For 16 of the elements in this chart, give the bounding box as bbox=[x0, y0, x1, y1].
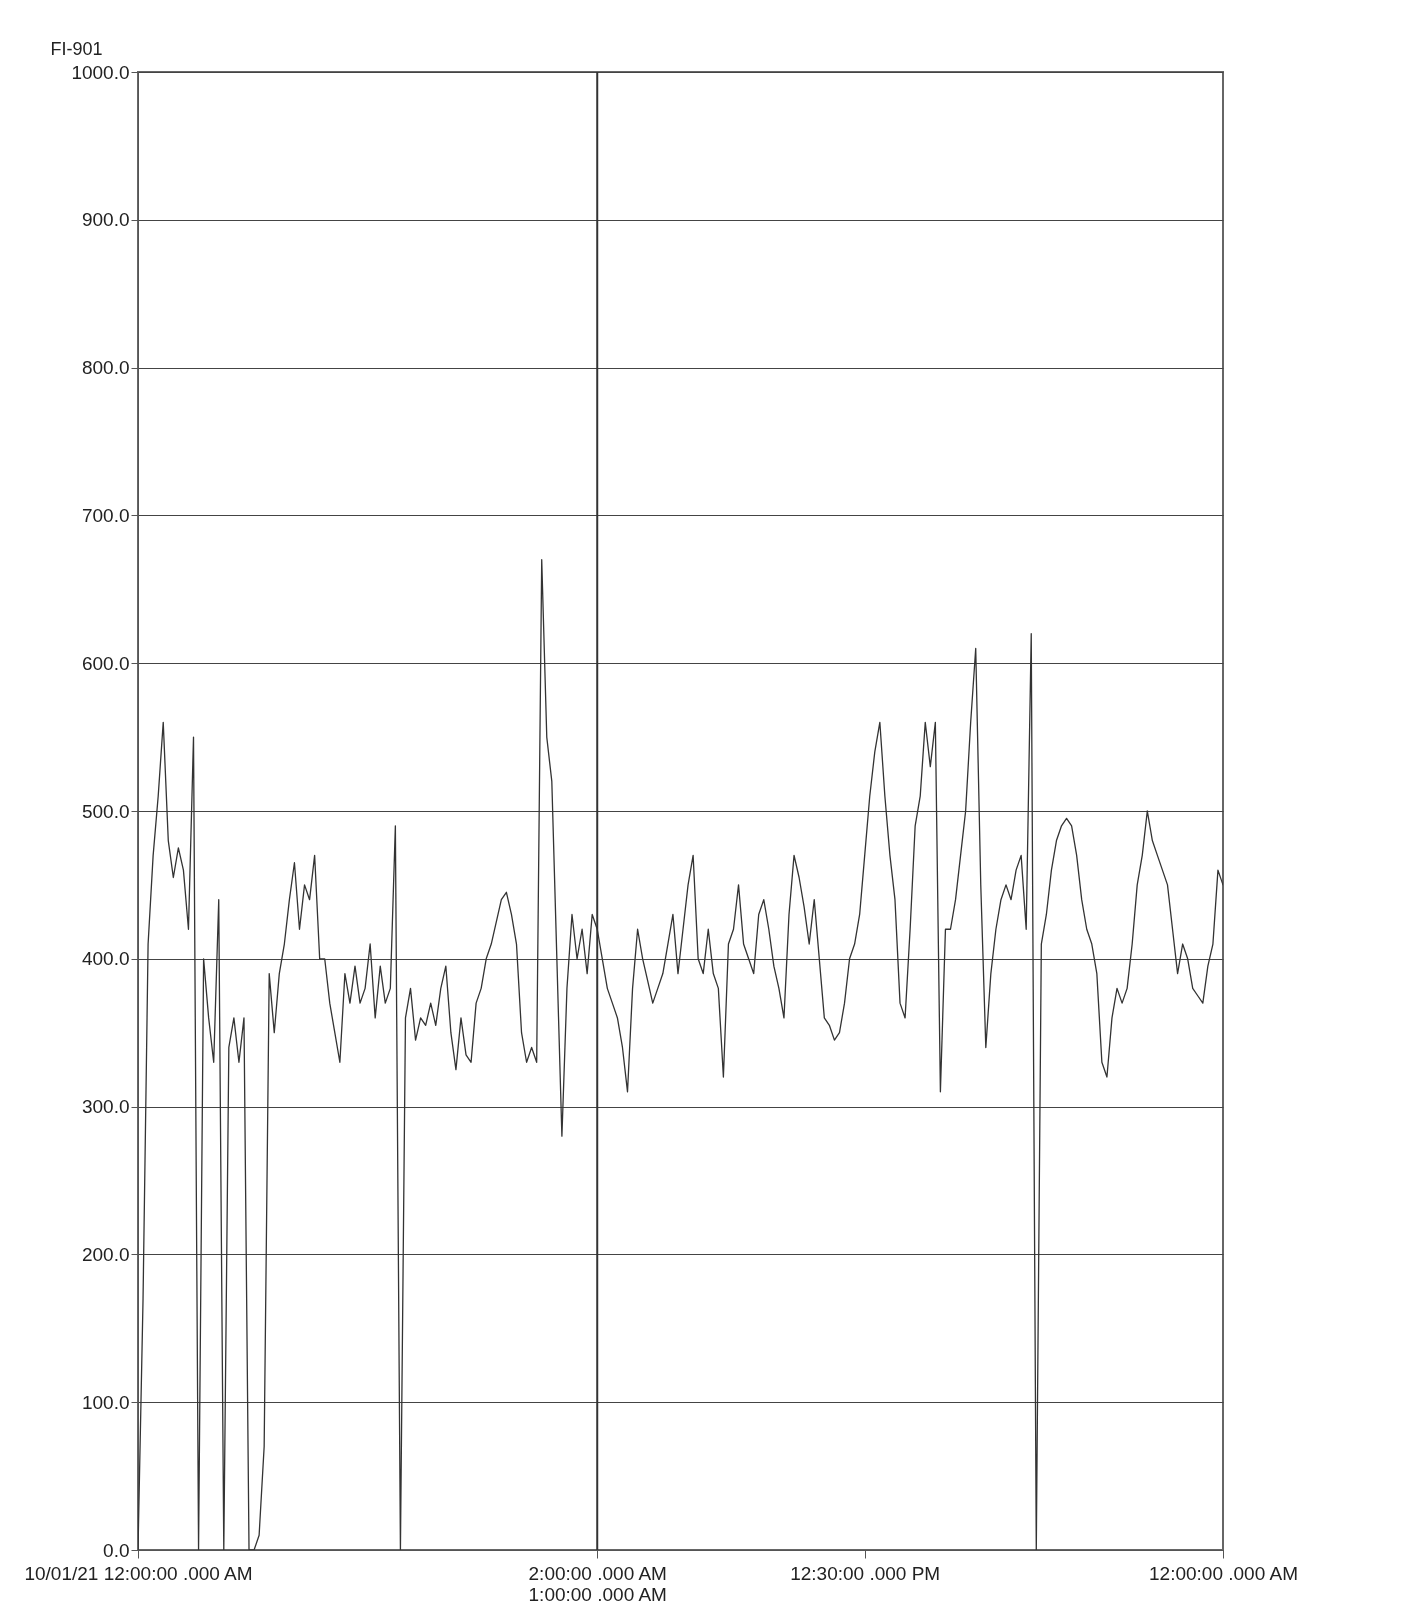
y-tick-label: 100.0 bbox=[81, 1391, 130, 1413]
y-tick-label: 900.0 bbox=[81, 209, 130, 231]
x-tick-label: 12:30:00 .000 PM bbox=[790, 1562, 941, 1584]
y-tick-label: 0.0 bbox=[103, 1539, 130, 1561]
x-tick-label: 10/01/21 12:00:00 .000 AM bbox=[24, 1562, 253, 1584]
x-tick-label: 12:00:00 .000 AM bbox=[1149, 1562, 1298, 1584]
y-tick-label: 400.0 bbox=[81, 948, 130, 970]
y-axis-title: FI-901 bbox=[50, 38, 103, 59]
y-tick-label: 600.0 bbox=[81, 652, 130, 674]
y-tick-label: 800.0 bbox=[81, 357, 130, 379]
y-tick-label: 300.0 bbox=[81, 1096, 130, 1118]
y-tick-label: 1000.0 bbox=[71, 61, 130, 83]
x-tick-label: 2:00:00 .000 AM 1:00:00 .000 AM bbox=[528, 1562, 667, 1605]
y-tick-label: 700.0 bbox=[81, 504, 130, 526]
y-tick-label: 200.0 bbox=[81, 1243, 130, 1265]
y-tick-label: 500.0 bbox=[81, 800, 130, 822]
